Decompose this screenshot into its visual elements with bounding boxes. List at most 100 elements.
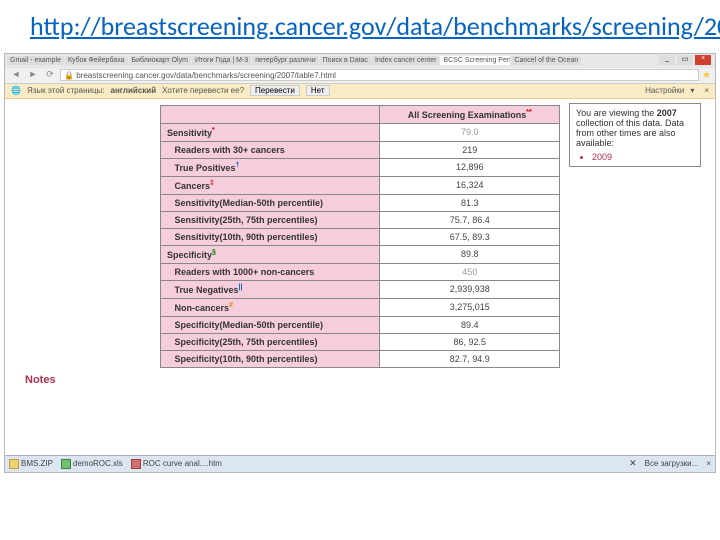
row-label: Sensitivity(25th, 75th percentiles) [161, 211, 380, 228]
browser-tab[interactable]: Кубок Фейербаха [65, 56, 128, 65]
all-downloads-link[interactable]: Все загрузки... [645, 459, 699, 468]
address-bar: ◄ ► ⟳ 🔒 breastscreening.cancer.gov/data/… [5, 68, 715, 84]
browser-tab[interactable]: Итоги Года | M-3 [192, 56, 251, 65]
tab-strip: Gmail - exampleКубок ФейербахаБиблиокарт… [5, 54, 715, 68]
header-col-label: All Screening Examinations [408, 110, 527, 120]
table-row: True Negatives||2,939,938 [161, 280, 560, 298]
sidebox-year: 2007 [657, 108, 677, 118]
lang-value: английский [111, 86, 157, 95]
sidebox-link-2009[interactable]: 2009 [592, 152, 612, 162]
data-table: All Screening Examinations** Sensitivity… [160, 105, 560, 368]
sidebox-text-1: You are viewing the [576, 108, 657, 118]
browser-tab[interactable]: Cancel of the Ocean [511, 56, 581, 65]
forward-button[interactable]: ► [26, 69, 40, 81]
globe-icon: 🔒 [64, 71, 74, 80]
row-value: 79.0 [380, 123, 560, 141]
data-table-wrap: All Screening Examinations** Sensitivity… [160, 105, 560, 368]
maximize-button[interactable]: ▭ [677, 55, 693, 65]
year-sidebox: You are viewing the 2007 collection of t… [569, 103, 701, 167]
reload-button[interactable]: ⟳ [43, 69, 57, 81]
header-empty [161, 105, 380, 123]
translate-no-button[interactable]: Нет [306, 85, 330, 96]
slide-title-link: http://breastscreening.cancer.gov/data/b… [0, 0, 720, 49]
download-bar: BMS.ZIP demoROC.xls ROC curve anal....ht… [5, 455, 715, 472]
table-row: Readers with 1000+ non-cancers450 [161, 263, 560, 280]
bookmark-star-icon[interactable]: ★ [702, 70, 711, 81]
row-value: 89.4 [380, 316, 560, 333]
table-row: Specificity(10th, 90th percentiles)82.7,… [161, 350, 560, 367]
download-item[interactable]: BMS.ZIP [9, 459, 53, 469]
translate-settings[interactable]: Настройки [645, 86, 684, 95]
url-text: breastscreening.cancer.gov/data/benchmar… [76, 71, 336, 80]
table-row: Sensitivity(10th, 90th percentiles)67.5,… [161, 228, 560, 245]
row-value: 2,939,938 [380, 280, 560, 298]
window-controls: _ ▭ × [659, 55, 711, 65]
notes-heading: Notes [25, 374, 715, 386]
table-row: Sensitivity(25th, 75th percentiles)75.7,… [161, 211, 560, 228]
row-value: 16,324 [380, 176, 560, 194]
browser-tab[interactable]: Поиск в Datac [320, 56, 371, 65]
row-label: Specificity§ [161, 245, 380, 263]
download-close-icon[interactable]: × [706, 459, 711, 468]
row-value: 219 [380, 141, 560, 158]
download-label: demoROC.xls [73, 459, 123, 468]
row-value: 82.7, 94.9 [380, 350, 560, 367]
browser-tab[interactable]: петербург различи [252, 56, 318, 65]
browser-tab[interactable]: BCSC Screening Perf [440, 56, 510, 65]
row-label: Specificity(10th, 90th percentiles) [161, 350, 380, 367]
table-row: Cancers‡16,324 [161, 176, 560, 194]
download-label: BMS.ZIP [21, 459, 53, 468]
download-label: ROC curve anal....htm [143, 459, 222, 468]
table-row: True Positives†12,896 [161, 158, 560, 176]
row-label: Non-cancers# [161, 298, 380, 316]
translate-close-icon[interactable]: × [704, 86, 709, 95]
chevron-down-icon[interactable]: ▾ [690, 86, 694, 95]
download-item[interactable]: demoROC.xls [61, 459, 123, 469]
browser-window: _ ▭ × Gmail - exampleКубок ФейербахаБибл… [4, 53, 716, 473]
browser-tab[interactable]: Index cancer center [372, 56, 439, 65]
table-row: Specificity(Median-50th percentile)89.4 [161, 316, 560, 333]
url-input[interactable]: 🔒 breastscreening.cancer.gov/data/benchm… [60, 69, 699, 81]
minimize-button[interactable]: _ [659, 55, 675, 65]
row-label: Sensitivity* [161, 123, 380, 141]
browser-tab[interactable]: Библиокарт Olym [129, 56, 191, 65]
row-value: 3,275,015 [380, 298, 560, 316]
row-value: 89.8 [380, 245, 560, 263]
row-label: Readers with 1000+ non-cancers [161, 263, 380, 280]
table-row: Sensitivity*79.0 [161, 123, 560, 141]
htm-icon [131, 459, 141, 469]
table-row: Specificity§89.8 [161, 245, 560, 263]
table-row: Sensitivity(Median-50th percentile)81.3 [161, 194, 560, 211]
row-label: Readers with 30+ cancers [161, 141, 380, 158]
back-button[interactable]: ◄ [9, 69, 23, 81]
row-value: 67.5, 89.3 [380, 228, 560, 245]
row-label: Specificity(Median-50th percentile) [161, 316, 380, 333]
close-button[interactable]: × [695, 55, 711, 65]
xls-icon [61, 459, 71, 469]
table-row: Non-cancers#3,275,015 [161, 298, 560, 316]
row-value: 86, 92.5 [380, 333, 560, 350]
browser-tab[interactable]: Gmail - example [7, 56, 64, 65]
row-value: 12,896 [380, 158, 560, 176]
row-value: 75.7, 86.4 [380, 211, 560, 228]
translate-bar: 🌐 Язык этой страницы: английский Хотите … [5, 84, 715, 99]
row-label: Sensitivity(10th, 90th percentiles) [161, 228, 380, 245]
lang-label: Язык этой страницы: [27, 86, 105, 95]
row-label: Cancers‡ [161, 176, 380, 194]
row-value: 81.3 [380, 194, 560, 211]
row-label: Sensitivity(Median-50th percentile) [161, 194, 380, 211]
translate-question: Хотите перевести ее? [162, 86, 244, 95]
zip-icon [9, 459, 19, 469]
header-sup: ** [526, 109, 531, 116]
header-col: All Screening Examinations** [380, 105, 560, 123]
row-label: True Negatives|| [161, 280, 380, 298]
translate-button[interactable]: Перевести [250, 85, 300, 96]
sidebox-text-2: collection of this data. Data from other… [576, 118, 684, 148]
table-row: Specificity(25th, 75th percentiles)86, 9… [161, 333, 560, 350]
page-content: All Screening Examinations** Sensitivity… [5, 99, 715, 459]
download-item[interactable]: ROC curve anal....htm [131, 459, 222, 469]
translate-icon: 🌐 [11, 86, 21, 95]
row-label: Specificity(25th, 75th percentiles) [161, 333, 380, 350]
row-value: 450 [380, 263, 560, 280]
table-header-row: All Screening Examinations** [161, 105, 560, 123]
